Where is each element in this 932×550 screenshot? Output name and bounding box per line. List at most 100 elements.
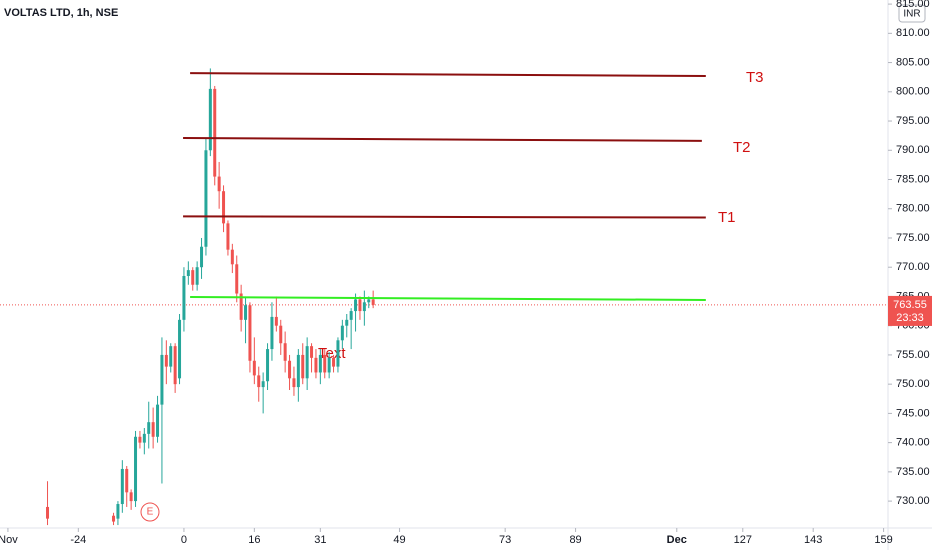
candle-body — [226, 223, 230, 250]
candle-body — [235, 264, 239, 294]
candle-body — [327, 357, 331, 373]
candle-body — [301, 354, 305, 379]
candle-body — [358, 299, 362, 312]
x-tick-label: -24 — [70, 534, 86, 546]
candle-body — [314, 357, 318, 373]
y-tick-label: 810.00 — [896, 27, 930, 39]
candle-body — [288, 360, 292, 379]
y-tick-label: 740.00 — [896, 437, 930, 449]
candle-body — [318, 354, 322, 373]
candle-body — [169, 346, 173, 367]
x-tick-label: 31 — [314, 534, 326, 546]
candle-body — [217, 176, 221, 192]
candle-body — [310, 346, 314, 358]
y-tick-label: 790.00 — [896, 144, 930, 156]
y-tick-label: 735.00 — [896, 466, 930, 478]
y-tick-label: 730.00 — [896, 495, 930, 507]
candle-body — [371, 299, 375, 305]
candle-body — [332, 357, 336, 367]
candle-body — [239, 293, 243, 320]
candle-body — [156, 404, 160, 437]
level-line — [183, 215, 706, 219]
candle-body — [164, 354, 168, 367]
candle-body — [151, 422, 155, 437]
candle-body — [362, 302, 366, 312]
x-tick-label: 0 — [181, 534, 187, 546]
candle-body — [134, 436, 138, 502]
candle-body — [354, 299, 358, 312]
candle-body — [222, 191, 226, 224]
candle-body — [173, 346, 177, 385]
candle-body — [270, 316, 274, 350]
y-tick-label: 770.00 — [896, 261, 930, 273]
candle-body — [274, 316, 278, 326]
y-tick-label: 775.00 — [896, 232, 930, 244]
y-tick-label: 755.00 — [896, 349, 930, 361]
level-line — [183, 136, 702, 142]
candle-body — [279, 325, 283, 344]
candle-body — [257, 375, 261, 388]
candle-body — [340, 325, 344, 341]
y-tick-label: 780.00 — [896, 203, 930, 215]
level-label: T2 — [733, 139, 751, 156]
y-tick-label: 745.00 — [896, 407, 930, 419]
candle-body — [305, 346, 309, 379]
chart-title: VOLTAS LTD, 1h, NSE — [4, 7, 118, 19]
candle-body — [182, 275, 186, 320]
candle-body — [195, 267, 199, 285]
y-tick-label: 750.00 — [896, 378, 930, 390]
candle-body — [191, 270, 195, 285]
candle-body — [120, 468, 124, 505]
candle-body — [367, 299, 371, 303]
currency-badge[interactable] — [898, 4, 926, 23]
level-label: T3 — [746, 69, 764, 86]
level-line — [190, 72, 706, 78]
candle-body — [138, 436, 142, 443]
candle-body — [336, 340, 340, 367]
candle-body — [345, 319, 349, 326]
candle-body — [125, 468, 129, 493]
countdown: 23:33 — [896, 312, 924, 324]
x-tick-label: 16 — [248, 534, 260, 546]
x-tick-label: 73 — [499, 534, 511, 546]
y-tick-label: 815.00 — [896, 0, 930, 10]
candle-body — [292, 378, 296, 388]
x-tick-label: 143 — [804, 534, 822, 546]
level-label: T1 — [718, 209, 736, 226]
x-tick-label: Dec — [667, 534, 687, 546]
candle-body — [204, 150, 208, 247]
candle-body — [230, 249, 234, 265]
candle-body — [142, 433, 146, 443]
candle-body — [147, 422, 151, 434]
candle-body — [186, 270, 190, 276]
last-price-box — [888, 295, 932, 326]
x-tick-label: 159 — [874, 534, 892, 546]
event-marker[interactable] — [140, 502, 160, 522]
candle-body — [248, 305, 252, 361]
candle-body — [112, 515, 116, 522]
candle-body — [252, 360, 256, 376]
x-tick-label: 127 — [734, 534, 752, 546]
x-tick-label: Nov — [0, 534, 18, 546]
x-tick-label: 89 — [569, 534, 581, 546]
x-tick-label: 49 — [393, 534, 405, 546]
candle-body — [160, 354, 164, 405]
event-label: E — [147, 507, 154, 518]
last-price: 763.55 — [893, 299, 927, 311]
y-tick-label: 795.00 — [896, 115, 930, 127]
currency: INR — [903, 9, 920, 20]
level-line — [190, 296, 706, 301]
candle-body — [46, 506, 50, 519]
candle-body — [116, 504, 120, 519]
candle-body — [266, 349, 270, 382]
candle-body — [129, 492, 133, 502]
candle-body — [261, 381, 265, 388]
y-tick-label: 805.00 — [896, 56, 930, 68]
candle-body — [244, 305, 248, 320]
candle-body — [178, 319, 182, 379]
y-tick-label: 800.00 — [896, 86, 930, 98]
candle-body — [323, 354, 327, 373]
y-tick-label: 785.00 — [896, 173, 930, 185]
